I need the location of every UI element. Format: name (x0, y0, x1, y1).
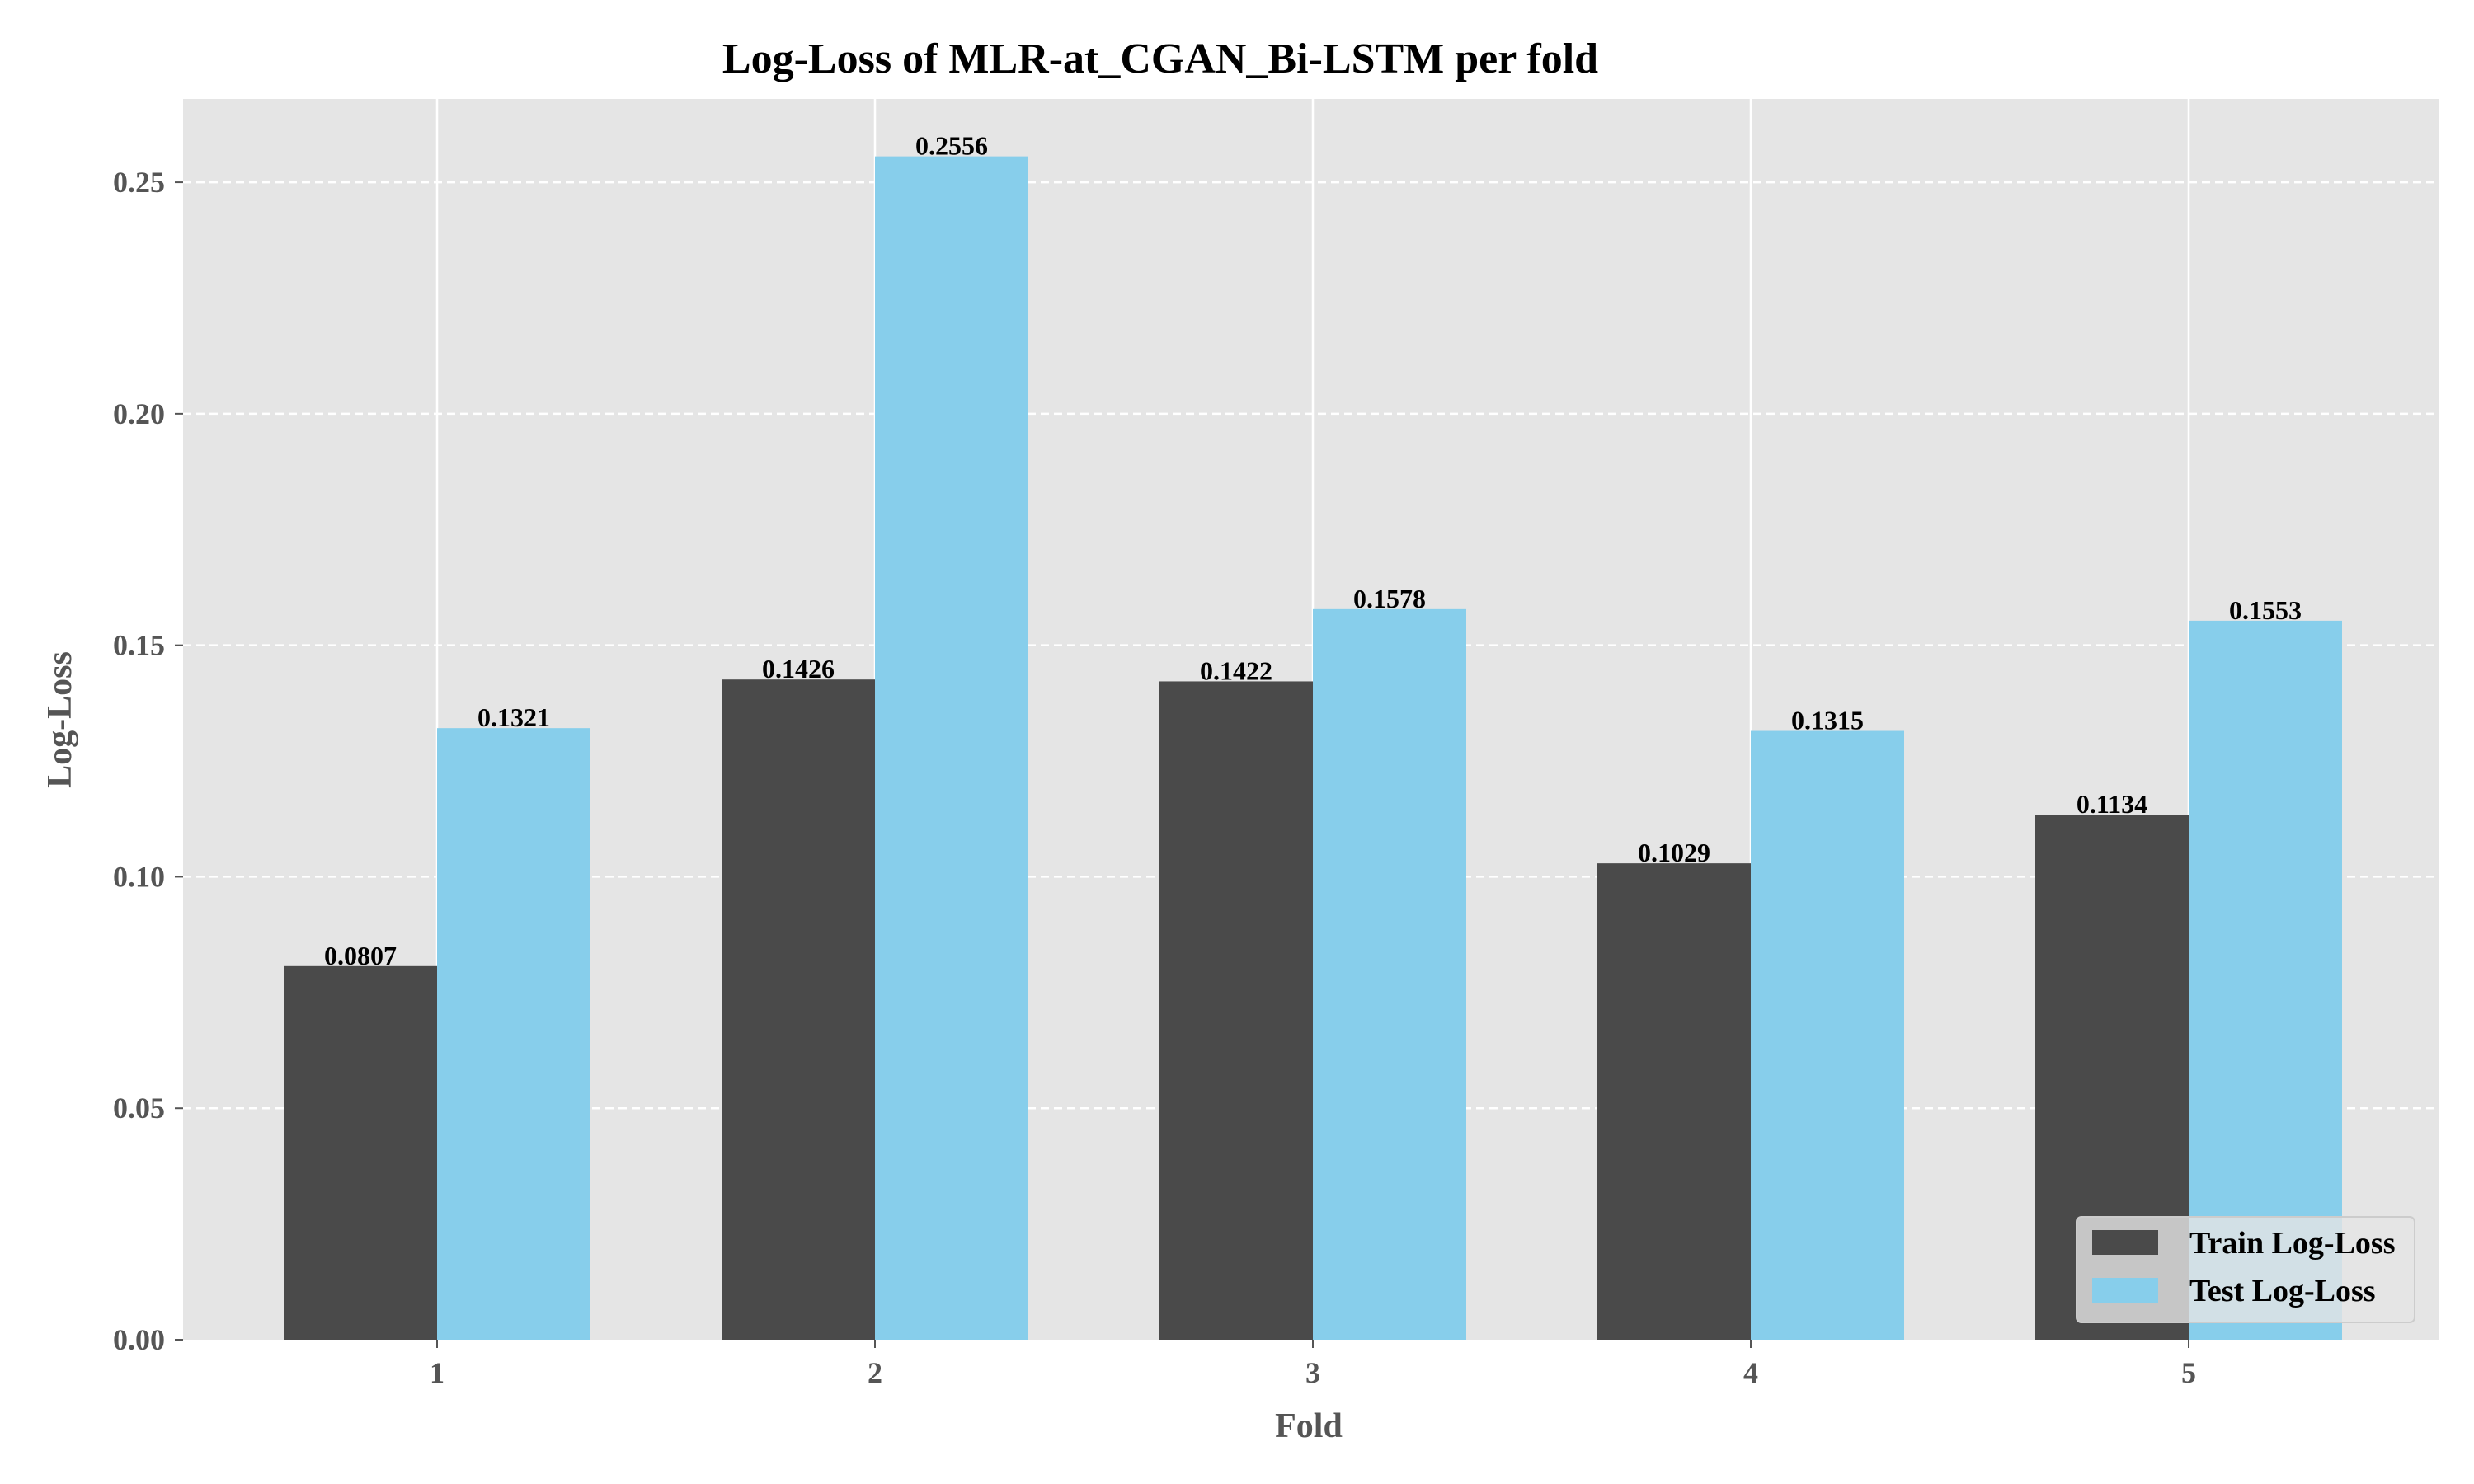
y-tick-label: 0.00 (113, 1323, 165, 1356)
y-tick-label: 0.10 (113, 860, 165, 893)
data-label-test-fold-1: 0.1321 (477, 702, 550, 732)
y-tick-label: 0.15 (113, 629, 165, 662)
data-label-train-fold-5: 0.1134 (2077, 789, 2147, 819)
x-axis-label: Fold (1275, 1407, 1343, 1445)
x-tick-label: 3 (1305, 1356, 1320, 1389)
x-tick-label: 1 (430, 1356, 444, 1389)
data-label-train-fold-3: 0.1422 (1200, 655, 1272, 685)
x-tick-label: 5 (2181, 1356, 2196, 1389)
y-tick-label: 0.05 (113, 1092, 165, 1125)
legend-label-train: Train Log-Loss (2189, 1226, 2396, 1261)
data-label-test-fold-2: 0.2556 (915, 131, 988, 161)
legend-box (2076, 1216, 2415, 1323)
x-tick-label: 2 (868, 1356, 882, 1389)
bar-test-fold-3 (1313, 608, 1466, 1340)
x-tick-label: 4 (1743, 1356, 1758, 1389)
legend-swatch-test (2092, 1278, 2158, 1303)
bar-train-fold-4 (1597, 863, 1751, 1340)
bar-train-fold-1 (284, 965, 437, 1340)
data-label-test-fold-4: 0.1315 (1791, 706, 1864, 735)
legend-label-test: Test Log-Loss (2189, 1274, 2376, 1308)
chart-title: Log-Loss of MLR-at_CGAN_Bi-LSTM per fold (722, 35, 1598, 82)
data-label-train-fold-2: 0.1426 (762, 654, 835, 683)
bar-test-fold-1 (437, 728, 590, 1340)
y-tick-label: 0.25 (113, 166, 165, 199)
y-tick-label: 0.20 (113, 397, 165, 430)
y-axis-label: Log-Loss (41, 651, 79, 788)
legend-swatch-train (2092, 1230, 2158, 1255)
data-label-test-fold-3: 0.1578 (1353, 584, 1426, 613)
data-label-train-fold-4: 0.1029 (1638, 838, 1710, 867)
data-label-test-fold-5: 0.1553 (2229, 595, 2302, 625)
bar-test-fold-4 (1751, 730, 1904, 1340)
legend: Train Log-Loss Test Log-Loss (2076, 1216, 2415, 1323)
bar-test-fold-2 (875, 156, 1028, 1341)
bar-train-fold-3 (1159, 681, 1313, 1340)
data-label-train-fold-1: 0.0807 (324, 941, 397, 970)
bar-train-fold-2 (722, 679, 875, 1340)
